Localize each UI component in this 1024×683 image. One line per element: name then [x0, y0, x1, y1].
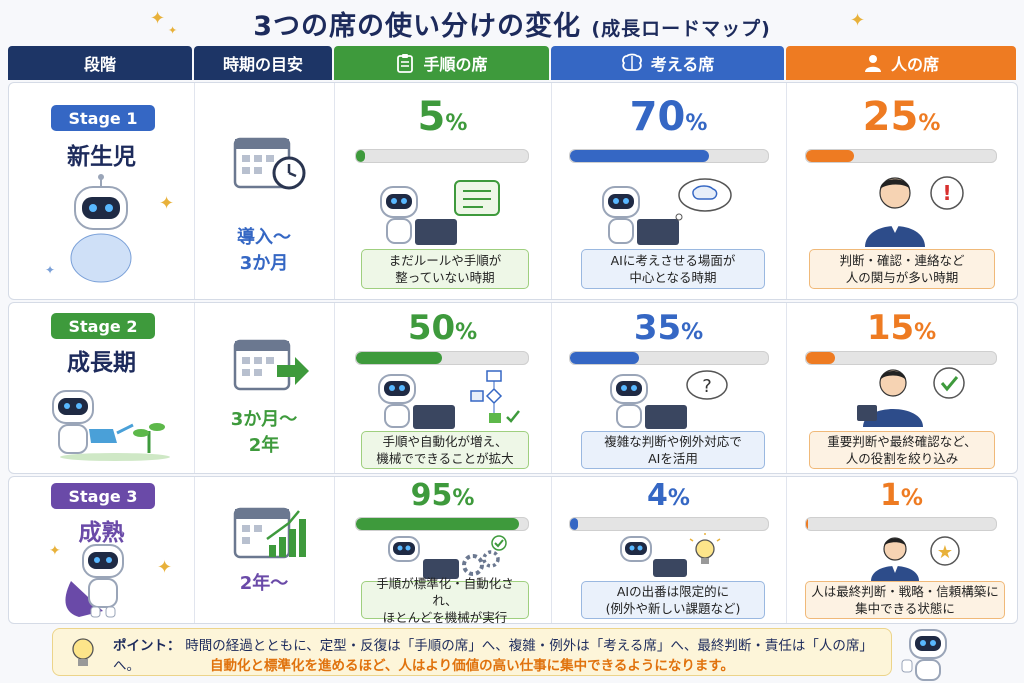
sparkle-icon: ✦ [150, 8, 166, 29]
robot-gears-icon [385, 535, 515, 585]
human-percent: 1% [880, 478, 923, 513]
point-line-1: ポイント： 時間の経過とともに、定型・反復は「手順の席」へ、複雑・例外は「考える… [113, 638, 873, 674]
header-stage: 段階 [8, 46, 192, 80]
person-tablet-icon [849, 365, 969, 431]
thinking-bar [569, 351, 769, 365]
stage-row-2: Stage 2 成長期 3か月〜 2年 50% 手順や自動化が増え、 機械でできる… [8, 302, 1018, 474]
thinking-percent: 35% [633, 308, 704, 348]
sparkle-icon: ✦ [49, 543, 61, 559]
header-procedure: 手順の席 [334, 46, 549, 80]
procedure-bar-fill [356, 518, 520, 530]
stage-badge: Stage 3 [51, 483, 155, 509]
stage-name: 新生児 [67, 144, 136, 170]
robot-question-icon: ? [607, 369, 737, 435]
robot-flowchart-icon [375, 369, 525, 435]
period-text: 2年〜 [239, 573, 289, 594]
thinking-note: AIの出番は限定的に (例外や新しい課題など) [581, 581, 765, 619]
thinking-note: 複雑な判断や例外対応で AIを活用 [581, 431, 765, 469]
human-note: 重要判断や最終確認など、 人の役割を絞り込み [809, 431, 995, 469]
thinking-bar [569, 149, 769, 163]
human-bar [805, 517, 997, 531]
procedure-percent: 5% [417, 94, 468, 140]
person-thinking-icon: ! [859, 171, 969, 253]
stage-row-1: Stage 1 新生児 ✦ ✦ 導入〜 3か月 5% まだルールや手順が 整ってい… [8, 82, 1018, 300]
thinking-percent: 70% [629, 94, 708, 140]
stage-name: 成長期 [67, 350, 136, 376]
human-bar-fill [806, 150, 854, 162]
svg-text:!: ! [942, 181, 951, 205]
human-percent: 15% [866, 308, 937, 348]
title-sub: (成長ロードマップ) [591, 18, 771, 40]
calendar-arrow-icon [233, 339, 309, 391]
thinking-bar-fill [570, 518, 578, 530]
human-note: 人は最終判断・戦略・信頼構築に 集中できる状態に [805, 581, 1005, 619]
brain-icon [621, 53, 642, 71]
procedure-bar [355, 517, 529, 531]
procedure-percent: 50% [407, 308, 478, 348]
procedure-note: 手順が標準化・自動化され、 ほとんどを機械が実行 [361, 576, 529, 625]
stage-row-3: Stage 3 成熟 ✦ ✦ 2年〜 95% 手順が標準化・自動化され、 ほとんど… [8, 476, 1018, 625]
thinking-percent: 4% [647, 478, 690, 513]
period-text: 3か月〜 2年 [230, 409, 298, 456]
period-text: 導入〜 3か月 [237, 227, 291, 274]
human-bar-fill [806, 352, 835, 364]
sparkle-icon: ✦ [157, 557, 173, 578]
procedure-bar [355, 149, 529, 163]
stage-name: 成熟 [78, 520, 125, 546]
page-title: 3つの席の使い分けの変化 (成長ロードマップ) [0, 4, 1024, 43]
robot-thinking-icon [599, 177, 739, 251]
person-icon [864, 55, 881, 72]
thinking-note: AIに考えさせる場面が 中心となる時期 [581, 249, 765, 289]
title-main: 3つの席の使い分けの変化 [253, 11, 581, 42]
calendar-growth-icon [233, 507, 306, 559]
point-line-2: 自動化と標準化を進めるほど、人はより価値の高い仕事に集中できるようになります。 [210, 658, 734, 674]
human-bar-fill [806, 518, 808, 530]
sparkle-icon: ✦ [159, 193, 175, 214]
sparkle-icon: ✦ [850, 10, 866, 31]
robot-thumbsup-icon [901, 629, 947, 681]
baby-robot-icon [70, 174, 132, 283]
human-bar [805, 351, 997, 365]
point-box: ポイント： 時間の経過とともに、定型・反復は「手順の席」へ、複雑・例外は「考える… [52, 628, 892, 676]
thinking-bar [569, 517, 769, 531]
stage-badge: Stage 2 [51, 313, 155, 339]
calendar-clock-icon [233, 137, 306, 190]
header-human: 人の席 [786, 46, 1016, 80]
procedure-bar-fill [356, 150, 365, 162]
thinking-bar-fill [570, 352, 640, 364]
person-star-icon: ★ [865, 533, 975, 585]
lightbulb-icon [72, 638, 94, 666]
header-period: 時期の目安 [194, 46, 332, 80]
human-percent: 25% [862, 94, 941, 140]
sparkle-icon: ✦ [45, 263, 56, 277]
robot-laptop-icon [377, 177, 507, 251]
robot-lightbulb-icon [617, 533, 727, 583]
procedure-percent: 95% [410, 478, 475, 513]
clipboard-icon [397, 54, 414, 73]
header-thinking: 考える席 [551, 46, 784, 80]
thinking-bar-fill [570, 150, 709, 162]
robot-watering-plant-icon [52, 390, 170, 461]
stage-badge: Stage 1 [51, 105, 155, 131]
procedure-bar [355, 351, 529, 365]
human-bar [805, 149, 997, 163]
svg-text:★: ★ [937, 542, 953, 563]
svg-text:?: ? [702, 376, 712, 397]
sparkle-icon: ✦ [168, 24, 178, 37]
human-note: 判断・確認・連絡など 人の関与が多い時期 [809, 249, 995, 289]
procedure-note: まだルールや手順が 整っていない時期 [361, 249, 529, 289]
procedure-note: 手順や自動化が増え、 機械でできることが拡大 [361, 431, 529, 469]
procedure-bar-fill [356, 352, 442, 364]
robot-cape-icon [65, 544, 124, 618]
